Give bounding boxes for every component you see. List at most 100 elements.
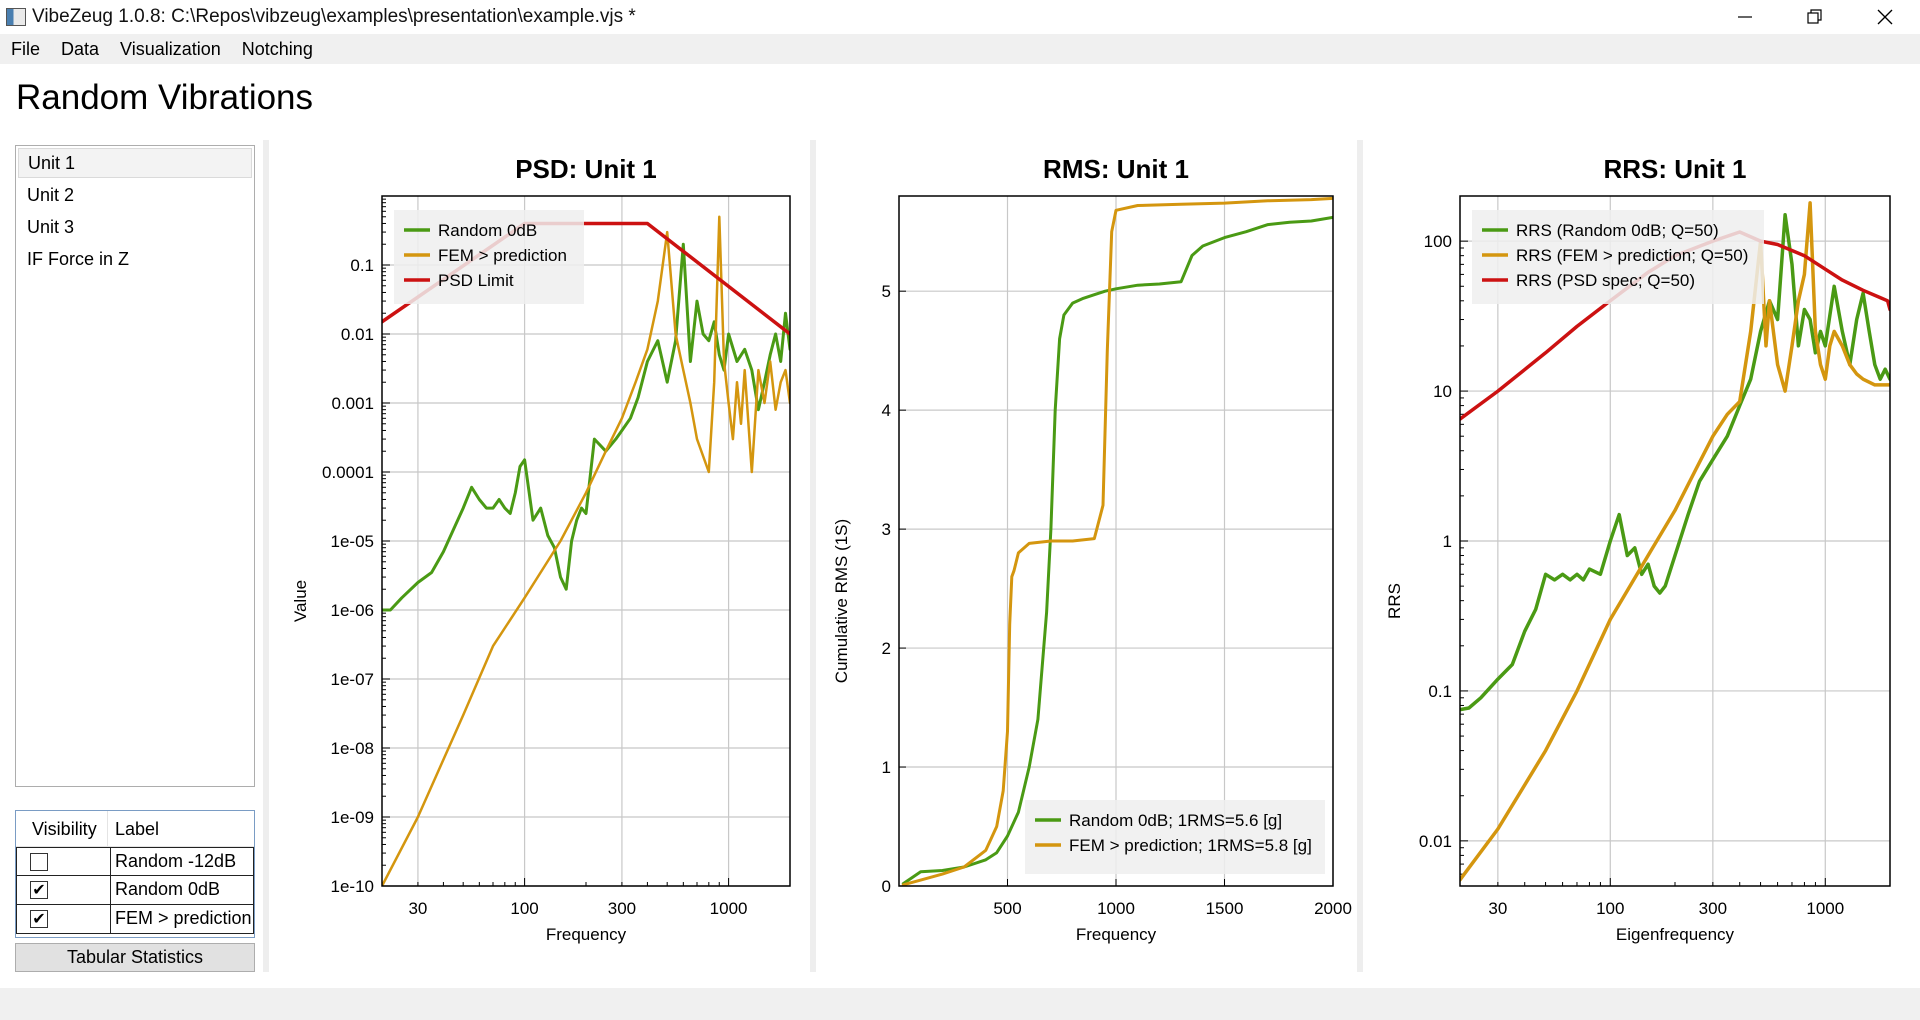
psd-y-tick-label: 1e-07 <box>331 670 374 689</box>
close-icon <box>1877 9 1893 25</box>
rms-y-tick-label: 1 <box>882 758 891 777</box>
restore-button[interactable] <box>1780 0 1850 34</box>
rms-x-tick-label: 1000 <box>1097 899 1135 918</box>
rrs-x-tick-label: 30 <box>1488 899 1507 918</box>
rrs-x-tick-label: 1000 <box>1806 899 1844 918</box>
rms-y-tick-label: 0 <box>882 877 891 896</box>
psd-legend-entry: FEM > prediction <box>438 246 567 265</box>
rrs-legend-box <box>1472 210 1764 304</box>
rrs-series-line-2[interactable] <box>1460 201 1890 882</box>
rms-series-line-2[interactable] <box>901 196 1333 886</box>
rms-legend: Random 0dB; 1RMS=5.6 [g] FEM > prediction… <box>1025 800 1325 874</box>
visibility-checkbox-random-12db[interactable] <box>30 853 48 871</box>
visibility-cell: ✔ <box>16 876 110 905</box>
psd-legend-box <box>394 210 584 304</box>
rrs-chart-panel: RRS: Unit 1 30 100 300 1000 100 10 1 0.1 0.01 Eige… <box>1374 150 1904 972</box>
unit-item-3[interactable]: Unit 3 <box>27 217 75 237</box>
rrs-chart-title: RRS: Unit 1 <box>1604 154 1747 184</box>
tabular-statistics-button[interactable]: Tabular Statistics <box>15 943 255 972</box>
rrs-x-tick-label: 300 <box>1699 899 1727 918</box>
rms-chart-title: RMS: Unit 1 <box>1043 154 1189 184</box>
rms-plot-frame <box>898 195 1334 887</box>
unit-item-1[interactable]: Unit 1 <box>18 148 252 178</box>
psd-chart[interactable]: PSD: Unit 1 30 100 300 1000 0.1 0.01 0.001 0.000… <box>280 150 800 972</box>
table-row: ✔ FEM > prediction <box>16 905 254 934</box>
visibility-checkbox-random-0db[interactable]: ✔ <box>30 881 48 899</box>
panel-separator[interactable] <box>263 140 269 972</box>
label-cell[interactable]: FEM > prediction <box>110 905 254 934</box>
header-visibility[interactable]: Visibility <box>16 811 108 846</box>
rrs-y-axis-label: RRS <box>1385 583 1404 619</box>
unit-item-if-force[interactable]: IF Force in Z <box>27 249 130 269</box>
visibility-checkbox-fem-prediction[interactable]: ✔ <box>30 910 48 928</box>
psd-chart-title: PSD: Unit 1 <box>515 154 657 184</box>
rms-y-tick-label: 5 <box>882 282 891 301</box>
psd-y-tick-label: 1e-05 <box>331 532 374 551</box>
rrs-y-tick-label: 100 <box>1424 232 1452 251</box>
rms-gridlines <box>899 196 1334 887</box>
minimize-icon <box>1738 16 1752 18</box>
menu-data[interactable]: Data <box>61 38 100 59</box>
status-strip <box>0 988 1920 1020</box>
psd-x-tick-label: 100 <box>510 899 538 918</box>
rms-series-line-1[interactable] <box>901 215 1333 886</box>
rrs-y-tick-label: 0.1 <box>1428 682 1452 701</box>
rrs-legend-entry: RRS (PSD spec; Q=50) <box>1516 271 1695 290</box>
table-row: Random -12dB <box>16 847 254 876</box>
app-icon <box>6 8 26 26</box>
psd-gridlines <box>382 196 790 887</box>
menu-visualization[interactable]: Visualization <box>120 38 221 59</box>
rms-legend-entry: Random 0dB; 1RMS=5.6 [g] <box>1069 811 1282 830</box>
rms-legend-entry: FEM > prediction; 1RMS=5.8 [g] <box>1069 836 1312 855</box>
panel-separator[interactable] <box>1357 140 1363 972</box>
psd-legend-entry: PSD Limit <box>438 271 514 290</box>
rms-series-group <box>901 196 1333 886</box>
window-controls <box>1710 0 1920 34</box>
psd-y-tick-label: 1e-06 <box>331 601 374 620</box>
psd-y-tick-label: 1e-10 <box>331 877 374 896</box>
label-cell[interactable]: Random -12dB <box>110 847 254 876</box>
psd-x-tick-label: 1000 <box>710 899 748 918</box>
psd-legend: Random 0dB FEM > prediction PSD Limit <box>394 210 584 304</box>
menu-notching[interactable]: Notching <box>241 38 313 59</box>
rms-x-tick-label: 2000 <box>1314 899 1352 918</box>
window-title: VibeZeug 1.0.8: C:\Repos\vibzeug\example… <box>32 6 636 27</box>
minimize-button[interactable] <box>1710 0 1780 34</box>
psd-x-axis-label: Frequency <box>546 925 627 944</box>
rrs-chart[interactable]: RRS: Unit 1 30 100 300 1000 100 10 1 0.1 0.01 Eige… <box>1374 150 1904 972</box>
psd-y-tick-label: 1e-08 <box>331 739 374 758</box>
rms-chart[interactable]: RMS: Unit 1 500 1000 1500 2000 0 1 2 3 4 5 Frequenc… <box>827 150 1352 972</box>
table-row: ✔ Random 0dB <box>16 876 254 905</box>
panel-separator[interactable] <box>810 140 816 972</box>
rrs-legend: RRS (Random 0dB; Q=50) RRS (FEM > predict… <box>1472 210 1764 304</box>
close-button[interactable] <box>1850 0 1920 34</box>
menu-bar: File Data Visualization Notching <box>0 34 1920 64</box>
rrs-plot-frame <box>1459 195 1891 887</box>
psd-x-tick-label: 300 <box>608 899 636 918</box>
unit-list[interactable]: Unit 1 Unit 2 Unit 3 IF Force in Z <box>15 145 255 787</box>
visibility-cell: ✔ <box>16 905 110 934</box>
psd-y-axis-label: Value <box>291 580 310 622</box>
psd-plot-frame <box>381 195 791 887</box>
psd-y-tick-label: 0.01 <box>341 325 374 344</box>
page-title: Random Vibrations <box>16 78 314 117</box>
header-label[interactable]: Label <box>115 819 160 839</box>
restore-icon <box>1807 9 1822 24</box>
unit-item-2[interactable]: Unit 2 <box>27 185 75 205</box>
rms-legend-box <box>1025 800 1325 874</box>
rms-y-tick-label: 2 <box>882 639 891 658</box>
psd-y-tick-label: 0.1 <box>350 256 374 275</box>
label-cell[interactable]: Random 0dB <box>110 876 254 905</box>
rms-y-axis-label: Cumulative RMS (1S) <box>832 519 851 683</box>
rrs-y-tick-label: 1 <box>1443 532 1452 551</box>
visibility-cell <box>16 847 110 876</box>
rrs-series-line-1[interactable] <box>1460 212 1890 712</box>
psd-series-line-1[interactable] <box>382 242 790 612</box>
psd-y-tick-label: 1e-09 <box>331 808 374 827</box>
menu-file[interactable]: File <box>11 38 41 59</box>
rms-x-tick-label: 1500 <box>1206 899 1244 918</box>
psd-series-line-2[interactable] <box>382 215 790 886</box>
visibility-table-header: Visibility Label <box>16 811 254 847</box>
rms-y-tick-label: 4 <box>882 401 891 420</box>
psd-y-tick-label: 0.001 <box>331 394 374 413</box>
